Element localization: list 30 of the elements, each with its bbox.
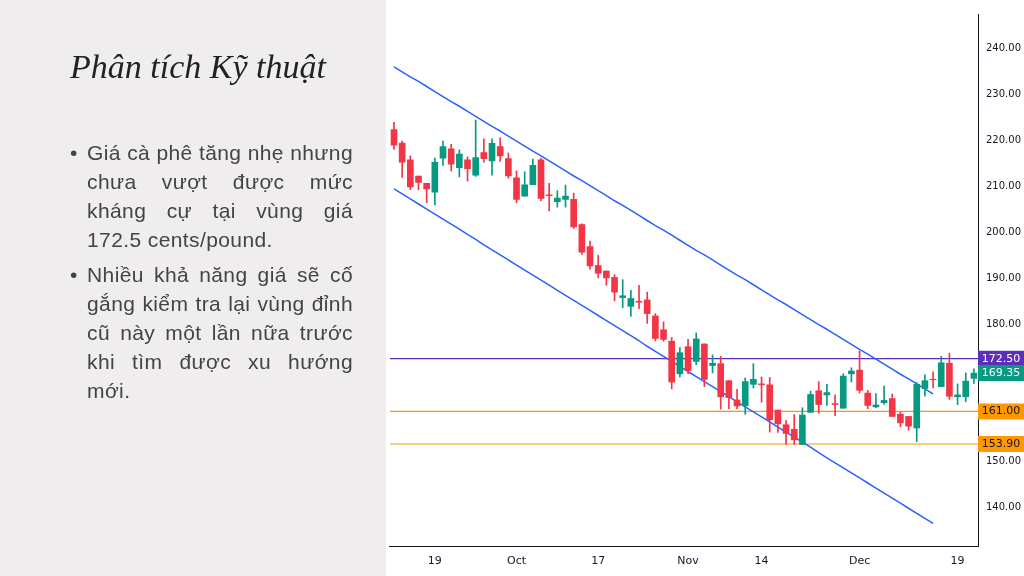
candlestick bbox=[831, 394, 839, 416]
ref-line-label: 172.50 bbox=[981, 351, 1021, 365]
text: • Nhiều khả năng giá sẽ cố gắng kiểm tra lại vùng đỉnh cũ này một lần nữa trước khi tìm được xu hướng mới. bbox=[70, 262, 353, 404]
y-tick-label: 140.00 bbox=[986, 501, 1021, 513]
candlestick bbox=[480, 138, 488, 163]
y-tick-label: 150.00 bbox=[986, 455, 1021, 467]
text: Phân tích Kỹ thuật bbox=[70, 48, 326, 86]
y-tick-label: 210.00 bbox=[986, 180, 1021, 192]
y-tick-label: 240.00 bbox=[986, 42, 1021, 54]
x-tick-label: 14 bbox=[754, 554, 769, 568]
text: 169.35 bbox=[981, 365, 1021, 379]
x-tick-label: 17 bbox=[591, 554, 606, 568]
x-tick-label: 19 bbox=[427, 554, 442, 568]
x-tick-label: 19 bbox=[950, 554, 965, 568]
y-tick-label: 220.00 bbox=[986, 134, 1021, 146]
text: • Giá cà phê tăng nhẹ nhưng chưa vượt được mức kháng cự tại vùng giá 172.5 cents/pound. bbox=[70, 140, 353, 253]
x-tick-label: Nov bbox=[677, 554, 700, 568]
candlestick bbox=[545, 183, 553, 212]
ref-line-label: 153.90 bbox=[981, 436, 1021, 450]
ref-line-label: 161.00 bbox=[981, 404, 1021, 418]
candlestick bbox=[823, 384, 831, 406]
y-tick-label: 190.00 bbox=[986, 271, 1021, 283]
x-tick-label: Dec bbox=[848, 554, 871, 568]
y-tick-label: 200.00 bbox=[986, 226, 1021, 238]
x-tick-label: Oct bbox=[507, 554, 527, 568]
candlestick bbox=[635, 284, 643, 309]
candlestick bbox=[619, 279, 627, 309]
y-tick-label: 230.00 bbox=[986, 88, 1021, 100]
candlestick bbox=[880, 385, 888, 405]
y-tick-label: 180.00 bbox=[986, 317, 1021, 329]
